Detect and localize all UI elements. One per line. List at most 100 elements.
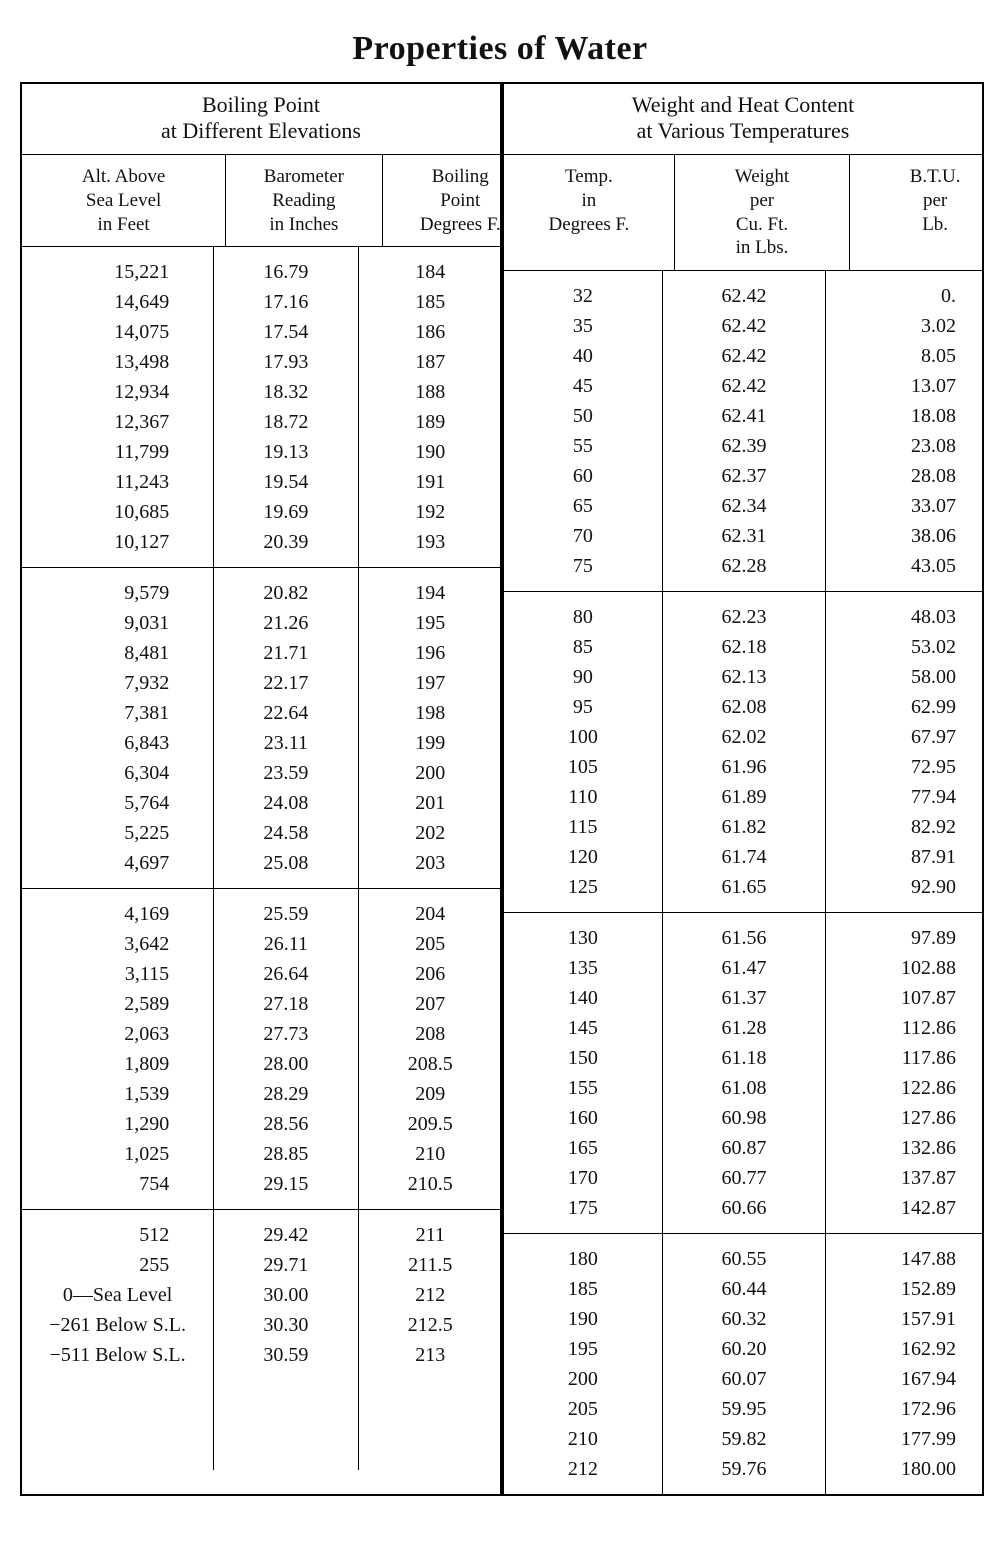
table-cell: 190 xyxy=(359,437,502,467)
table-cell: 60.20 xyxy=(663,1334,826,1364)
table-cell: 8.05 xyxy=(826,341,984,371)
table-cell: 210.5 xyxy=(359,1169,502,1199)
table-cell: 11,799 xyxy=(22,437,213,467)
right-colheads: Temp.inDegrees F. WeightperCu. Ft.in Lbs… xyxy=(504,154,982,271)
table-cell: 3.02 xyxy=(826,311,984,341)
table-col: 130135140145150155160165170175 xyxy=(504,913,662,1233)
table-cell: 28.56 xyxy=(214,1109,357,1139)
table-cell: 9,579 xyxy=(22,578,213,608)
table-group: 18018519019520020521021260.5560.4460.326… xyxy=(504,1234,982,1494)
table-cell: 61.08 xyxy=(663,1073,826,1103)
table-cell xyxy=(214,1400,357,1430)
table-cell: 97.89 xyxy=(826,923,984,953)
table-cell: 53.02 xyxy=(826,632,984,662)
table-cell: 120 xyxy=(504,842,662,872)
table-cell: 22.17 xyxy=(214,668,357,698)
table-cell: 70 xyxy=(504,521,662,551)
table-cell xyxy=(359,1400,502,1430)
table-cell: 201 xyxy=(359,788,502,818)
table-cell: 122.86 xyxy=(826,1073,984,1103)
table-cell: 7,381 xyxy=(22,698,213,728)
table-cell: 180 xyxy=(504,1244,662,1274)
table-cell: 25.59 xyxy=(214,899,357,929)
table-cell: 185 xyxy=(504,1274,662,1304)
table-cell: 61.82 xyxy=(663,812,826,842)
table-cell: 62.42 xyxy=(663,341,826,371)
table-cell: 27.73 xyxy=(214,1019,357,1049)
right-body: 3235404550556065707562.4262.4262.4262.42… xyxy=(504,271,982,1494)
table-cell: 177.99 xyxy=(826,1424,984,1454)
table-cell: 38.06 xyxy=(826,521,984,551)
table-col: 16.7917.1617.5417.9318.3218.7219.1319.54… xyxy=(213,247,357,567)
table-cell: 200 xyxy=(504,1364,662,1394)
table-cell: 18.08 xyxy=(826,401,984,431)
table-col: 194195196197198199200201202203 xyxy=(358,568,502,888)
table-cell: 30.30 xyxy=(214,1310,357,1340)
table-cell: 19.69 xyxy=(214,497,357,527)
table-cell: 1,539 xyxy=(22,1079,213,1109)
table-cell: 145 xyxy=(504,1013,662,1043)
table-cell: 60.07 xyxy=(663,1364,826,1394)
table-cell: 14,649 xyxy=(22,287,213,317)
table-cell: 142.87 xyxy=(826,1193,984,1223)
table-cell: 10,685 xyxy=(22,497,213,527)
table-cell: 1,809 xyxy=(22,1049,213,1079)
table-cell: 62.18 xyxy=(663,632,826,662)
table-cell: 207 xyxy=(359,989,502,1019)
table-group: 15,22114,64914,07513,49812,93412,36711,7… xyxy=(22,247,500,568)
table-cell: 152.89 xyxy=(826,1274,984,1304)
table-col: 48.0353.0258.0062.9967.9772.9577.9482.92… xyxy=(825,592,984,912)
table-cell: 8,481 xyxy=(22,638,213,668)
table-cell: 23.08 xyxy=(826,431,984,461)
table-cell: 175 xyxy=(504,1193,662,1223)
table-cell: 200 xyxy=(359,758,502,788)
table-cell: 209 xyxy=(359,1079,502,1109)
table-cell: 6,843 xyxy=(22,728,213,758)
table-cell: 62.42 xyxy=(663,371,826,401)
table-cell: 23.11 xyxy=(214,728,357,758)
table-cell: 0—Sea Level xyxy=(22,1280,213,1310)
table-group: 9,5799,0318,4817,9327,3816,8436,3045,764… xyxy=(22,568,500,889)
table-col: 15,22114,64914,07513,49812,93412,36711,7… xyxy=(22,247,213,567)
table-col: 80859095100105110115120125 xyxy=(504,592,662,912)
table-cell: 167.94 xyxy=(826,1364,984,1394)
table-cell: 18.32 xyxy=(214,377,357,407)
table-cell: 60.44 xyxy=(663,1274,826,1304)
table-cell: 195 xyxy=(504,1334,662,1364)
table-cell: 204 xyxy=(359,899,502,929)
table-cell: 30.59 xyxy=(214,1340,357,1370)
table-cell: 62.39 xyxy=(663,431,826,461)
table-cell: 110 xyxy=(504,782,662,812)
table-cell: 61.96 xyxy=(663,752,826,782)
table-cell: 25.08 xyxy=(214,848,357,878)
table-cell: 40 xyxy=(504,341,662,371)
table-cell: 61.28 xyxy=(663,1013,826,1043)
table-cell: 157.91 xyxy=(826,1304,984,1334)
table-col: 180185190195200205210212 xyxy=(504,1234,662,1494)
table-cell: 65 xyxy=(504,491,662,521)
table-cell xyxy=(22,1400,213,1430)
left-colheads: Alt. AboveSea Levelin Feet BarometerRead… xyxy=(22,154,500,247)
table-cell: 60 xyxy=(504,461,662,491)
table-cell: −261 Below S.L. xyxy=(22,1310,213,1340)
table-cell: 102.88 xyxy=(826,953,984,983)
table-cell: 210 xyxy=(504,1424,662,1454)
table-cell xyxy=(359,1370,502,1400)
table-col: 97.89102.88107.87112.86117.86122.86127.8… xyxy=(825,913,984,1233)
table-cell: 20.82 xyxy=(214,578,357,608)
table-cell: 28.00 xyxy=(214,1049,357,1079)
table-cell: 26.11 xyxy=(214,929,357,959)
table-cell: 17.93 xyxy=(214,347,357,377)
table-cell: 140 xyxy=(504,983,662,1013)
table-col: 62.4262.4262.4262.4262.4162.3962.3762.34… xyxy=(662,271,826,591)
page-title: Properties of Water xyxy=(20,30,980,68)
table-cell: 17.54 xyxy=(214,317,357,347)
table-cell: 62.42 xyxy=(663,311,826,341)
table-cell: 127.86 xyxy=(826,1103,984,1133)
table-cell: 208 xyxy=(359,1019,502,1049)
table-group: 5122550—Sea Level−261 Below S.L.−511 Bel… xyxy=(22,1210,500,1470)
table-cell: 90 xyxy=(504,662,662,692)
table-cell: 4,697 xyxy=(22,848,213,878)
table-cell: 48.03 xyxy=(826,602,984,632)
table-cell: 23.59 xyxy=(214,758,357,788)
